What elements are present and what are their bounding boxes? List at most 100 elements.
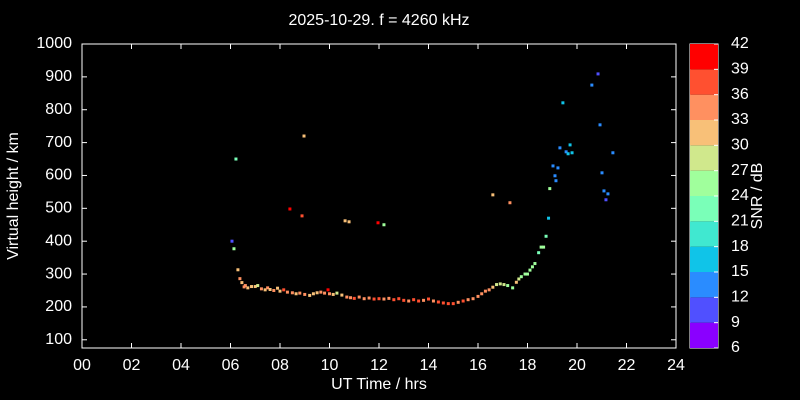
- data-point: [417, 299, 421, 303]
- x-tick-label: 20: [568, 357, 586, 374]
- x-tick-label: 14: [420, 357, 438, 374]
- x-tick-label: 10: [321, 357, 339, 374]
- data-point: [276, 286, 280, 290]
- data-point: [294, 292, 298, 296]
- data-point: [397, 297, 401, 301]
- data-point: [502, 283, 506, 287]
- data-point: [238, 277, 242, 281]
- y-tick-label: 1000: [36, 35, 72, 52]
- data-point: [298, 291, 302, 295]
- data-point: [246, 286, 250, 290]
- x-tick-label: 18: [519, 357, 537, 374]
- data-point: [590, 83, 594, 87]
- data-point: [278, 289, 282, 293]
- data-point: [544, 234, 548, 238]
- x-tick-label: 16: [469, 357, 487, 374]
- data-point: [533, 262, 537, 266]
- data-point: [331, 292, 335, 296]
- data-point: [234, 157, 238, 161]
- data-point: [302, 134, 306, 138]
- data-point: [547, 216, 551, 220]
- data-point: [407, 299, 411, 303]
- y-tick-label: 600: [45, 167, 72, 184]
- data-point: [402, 298, 406, 302]
- data-point: [519, 275, 523, 279]
- data-point: [548, 187, 552, 191]
- data-point: [272, 288, 276, 292]
- data-point: [456, 300, 460, 304]
- data-point: [431, 299, 435, 303]
- colorbar-tick-label: 6: [731, 339, 740, 356]
- data-point: [290, 291, 294, 295]
- data-point: [352, 296, 356, 300]
- data-point: [537, 251, 541, 255]
- data-point: [491, 193, 495, 197]
- data-point: [382, 223, 386, 227]
- colorbar-tick-label: 21: [731, 213, 749, 230]
- data-point: [598, 123, 602, 127]
- colorbar-tick-label: 15: [731, 263, 749, 280]
- data-point: [551, 164, 555, 168]
- colorbar-swatch: [690, 94, 718, 120]
- data-point: [436, 300, 440, 304]
- data-point: [323, 291, 327, 295]
- y-tick-label: 500: [45, 200, 72, 217]
- data-point: [526, 272, 529, 276]
- data-point: [480, 292, 484, 296]
- data-point: [387, 296, 391, 300]
- colorbar-swatch: [690, 69, 718, 95]
- data-point: [528, 268, 532, 272]
- data-point: [335, 291, 339, 295]
- data-point: [606, 192, 610, 196]
- data-point: [372, 297, 376, 301]
- colorbar-tick-label: 12: [731, 289, 749, 306]
- colorbar-swatch: [690, 120, 718, 146]
- data-point: [315, 291, 319, 295]
- data-point: [412, 298, 416, 302]
- data-point: [243, 284, 247, 288]
- x-tick-label: 02: [123, 357, 141, 374]
- data-point: [498, 282, 502, 286]
- data-point: [570, 151, 574, 155]
- data-point: [487, 288, 491, 292]
- data-point: [303, 292, 307, 296]
- data-point: [340, 293, 344, 297]
- x-tick-label: 12: [370, 357, 388, 374]
- data-point: [308, 293, 312, 297]
- colorbar-swatch: [690, 322, 718, 348]
- data-point: [357, 295, 361, 299]
- data-point: [328, 292, 331, 296]
- data-point: [343, 219, 347, 223]
- data-point: [506, 284, 510, 288]
- y-axis-label: Virtual height / km: [5, 132, 22, 260]
- data-point: [553, 174, 557, 178]
- colorbar-swatch: [690, 196, 718, 222]
- data-point: [466, 298, 470, 302]
- x-tick-label: 24: [667, 357, 685, 374]
- data-point: [326, 288, 330, 292]
- colorbar-swatch: [690, 221, 718, 247]
- data-point: [232, 247, 236, 251]
- colorbar-tick-label: 36: [731, 86, 749, 103]
- data-point: [471, 297, 475, 301]
- x-tick-label: 08: [271, 357, 289, 374]
- x-tick-label: 22: [618, 357, 636, 374]
- data-point: [511, 286, 515, 290]
- data-point: [611, 151, 615, 155]
- data-point: [347, 220, 351, 224]
- colorbar-swatch: [690, 246, 718, 272]
- data-point: [517, 277, 521, 281]
- data-point: [319, 290, 323, 294]
- data-point: [300, 214, 304, 218]
- data-point: [556, 166, 560, 170]
- data-point: [566, 152, 570, 156]
- data-point: [349, 296, 353, 300]
- data-point: [461, 299, 465, 303]
- y-tick-label: 100: [45, 331, 72, 348]
- data-point: [604, 198, 608, 202]
- data-point: [523, 272, 527, 276]
- data-point: [285, 290, 289, 294]
- y-tick-label: 400: [45, 232, 72, 249]
- x-tick-label: 04: [172, 357, 190, 374]
